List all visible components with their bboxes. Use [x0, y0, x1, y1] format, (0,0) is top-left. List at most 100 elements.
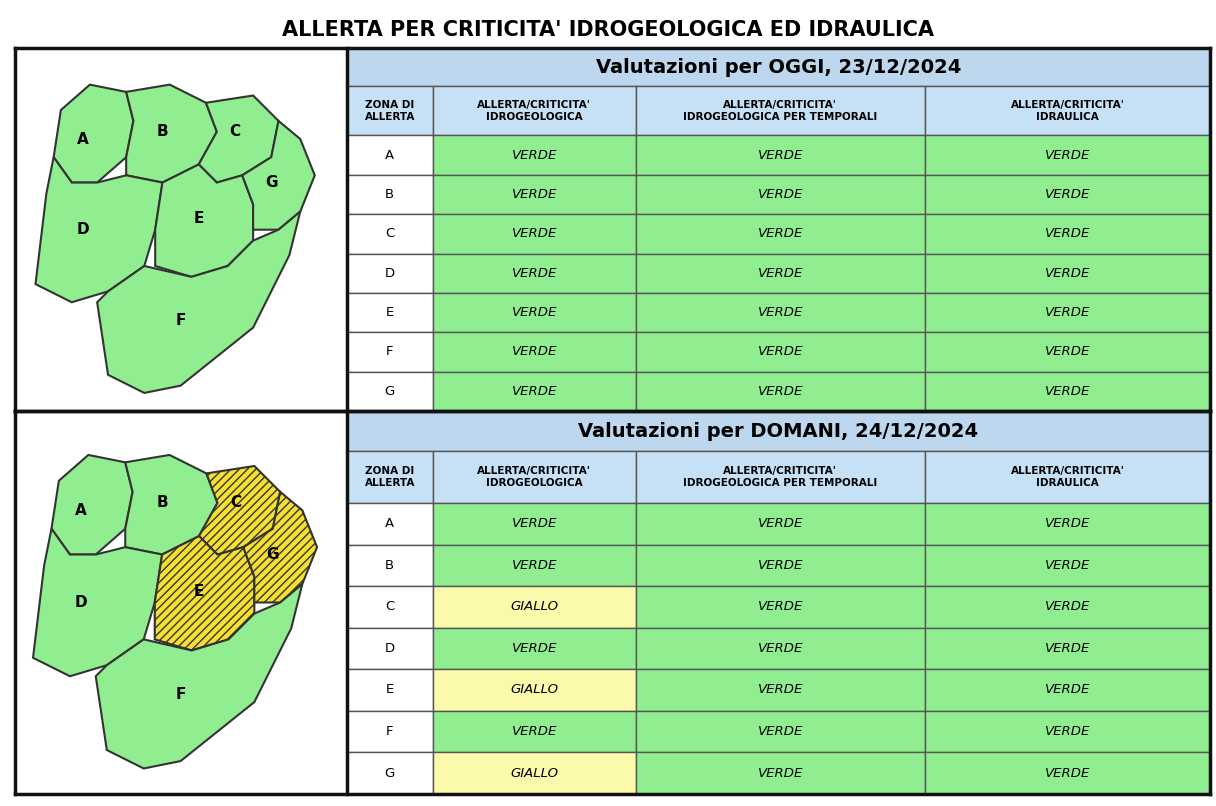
Text: VERDE: VERDE [1045, 559, 1091, 571]
Bar [347, 711, 433, 752]
Text: F: F [385, 725, 394, 738]
Text: E: E [193, 211, 204, 226]
Text: VERDE: VERDE [512, 725, 557, 738]
Text: VERDE: VERDE [758, 188, 803, 201]
Text: B: B [157, 124, 168, 139]
Bar [636, 135, 925, 175]
Bar [636, 214, 925, 254]
Text: VERDE: VERDE [1045, 227, 1091, 240]
Text: VERDE: VERDE [1045, 346, 1091, 359]
Bar [636, 752, 925, 794]
Polygon shape [156, 164, 253, 277]
Bar [925, 669, 1210, 711]
Text: ALLERTA/CRITICITA'
IDRAULICA: ALLERTA/CRITICITA' IDRAULICA [1010, 467, 1125, 488]
Text: F: F [175, 688, 186, 702]
Text: Valutazioni per DOMANI, 24/12/2024: Valutazioni per DOMANI, 24/12/2024 [578, 422, 979, 441]
Bar [347, 586, 433, 628]
Text: VERDE: VERDE [512, 559, 557, 571]
Bar [925, 586, 1210, 628]
Polygon shape [126, 85, 216, 182]
Bar [925, 711, 1210, 752]
Text: C: C [230, 124, 241, 139]
Bar [925, 135, 1210, 175]
Bar [347, 372, 433, 411]
Text: VERDE: VERDE [512, 267, 557, 280]
Bar [636, 586, 925, 628]
Bar [433, 503, 636, 545]
Text: VERDE: VERDE [1045, 306, 1091, 319]
Text: A: A [77, 131, 89, 147]
Bar [433, 669, 636, 711]
Text: E: E [385, 306, 394, 319]
Text: VERDE: VERDE [1045, 517, 1091, 530]
Polygon shape [242, 121, 315, 230]
Bar [636, 628, 925, 669]
Text: F: F [175, 313, 186, 328]
Bar [636, 372, 925, 411]
Polygon shape [96, 584, 303, 768]
Bar [925, 628, 1210, 669]
Bar [433, 628, 636, 669]
Bar [925, 214, 1210, 254]
Bar [636, 332, 925, 372]
Bar [925, 332, 1210, 372]
Text: GIALLO: GIALLO [511, 683, 558, 696]
Text: ZONA DI
ALLERTA: ZONA DI ALLERTA [365, 100, 415, 122]
Text: VERDE: VERDE [758, 148, 803, 161]
Bar [347, 451, 433, 503]
Bar [636, 86, 925, 135]
Text: VERDE: VERDE [1045, 267, 1091, 280]
Text: D: D [384, 642, 395, 655]
Bar [433, 254, 636, 293]
Polygon shape [199, 466, 280, 555]
Bar [925, 545, 1210, 586]
Text: VERDE: VERDE [1045, 767, 1091, 779]
Bar [347, 411, 1210, 451]
Text: VERDE: VERDE [758, 306, 803, 319]
Text: C: C [385, 600, 394, 613]
Text: VERDE: VERDE [758, 385, 803, 398]
Bar [347, 175, 433, 214]
Bar [347, 669, 433, 711]
Text: VERDE: VERDE [1045, 385, 1091, 398]
Text: A: A [385, 517, 394, 530]
Bar [636, 293, 925, 332]
Bar [433, 135, 636, 175]
Polygon shape [51, 455, 133, 555]
Bar [925, 752, 1210, 794]
Text: D: D [384, 267, 395, 280]
Bar [433, 451, 636, 503]
Text: G: G [265, 175, 277, 190]
Text: VERDE: VERDE [758, 725, 803, 738]
Text: VERDE: VERDE [1045, 725, 1091, 738]
Text: VERDE: VERDE [1045, 642, 1091, 655]
Text: C: C [230, 496, 242, 510]
Bar [636, 451, 925, 503]
Bar [433, 752, 636, 794]
Text: VERDE: VERDE [1045, 148, 1091, 161]
Polygon shape [154, 536, 254, 650]
Text: ALLERTA/CRITICITA'
IDROGEOLOGICA PER TEMPORALI: ALLERTA/CRITICITA' IDROGEOLOGICA PER TEM… [683, 467, 878, 488]
Text: G: G [266, 547, 278, 562]
Bar [347, 254, 433, 293]
Polygon shape [97, 212, 300, 393]
Bar [636, 175, 925, 214]
Text: B: B [385, 559, 394, 571]
Polygon shape [125, 455, 218, 555]
Text: VERDE: VERDE [758, 227, 803, 240]
Text: VERDE: VERDE [512, 346, 557, 359]
Bar [433, 372, 636, 411]
Bar [347, 86, 433, 135]
Bar [347, 752, 433, 794]
Text: VERDE: VERDE [758, 346, 803, 359]
Bar [636, 503, 925, 545]
Bar [433, 293, 636, 332]
Bar [347, 503, 433, 545]
Text: D: D [74, 595, 88, 610]
Text: ZONA DI
ALLERTA: ZONA DI ALLERTA [365, 467, 415, 488]
Bar [347, 545, 433, 586]
Bar [925, 451, 1210, 503]
Bar [636, 669, 925, 711]
Text: VERDE: VERDE [758, 517, 803, 530]
Bar [433, 175, 636, 214]
